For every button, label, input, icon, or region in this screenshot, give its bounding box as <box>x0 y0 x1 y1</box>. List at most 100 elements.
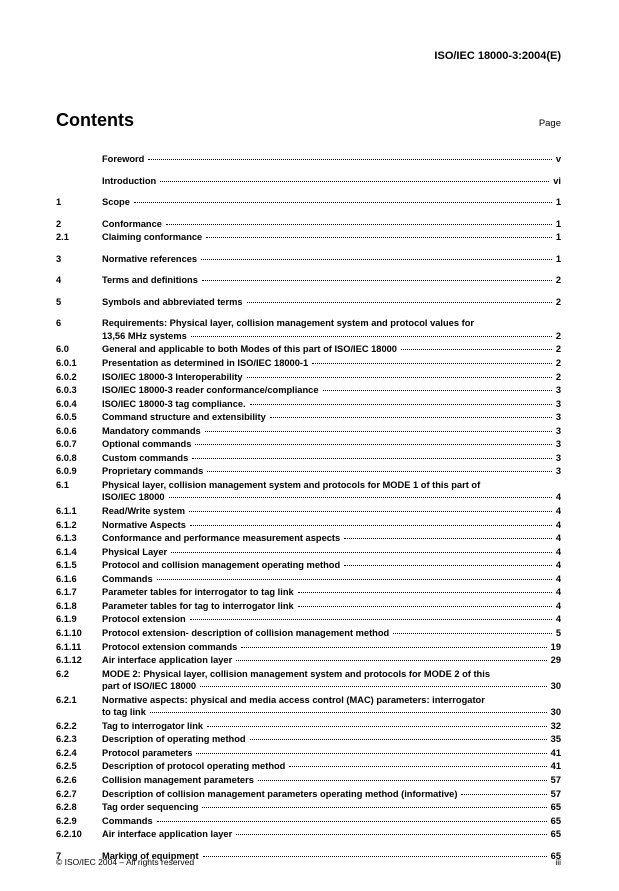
toc-title: part of ISO/IEC 18000 <box>102 680 198 693</box>
toc-entry: 6.1Physical layer, collision management … <box>56 479 561 504</box>
toc-leader <box>250 739 547 740</box>
toc-entry: 6.2.2Tag to interrogator link32 <box>56 720 561 733</box>
toc-entry: 6.2.10Air interface application layer65 <box>56 828 561 841</box>
toc-leader <box>207 471 552 472</box>
toc-title: Air interface application layer <box>102 828 234 841</box>
toc-entry: 6.1.10Protocol extension- description of… <box>56 627 561 640</box>
toc-entry: 6.2.7Description of collision management… <box>56 788 561 801</box>
toc-leader <box>148 159 551 160</box>
toc-leader <box>344 538 552 539</box>
toc-entry: 5Symbols and abbreviated terms2 <box>56 296 561 309</box>
toc-title: Parameter tables for interrogator to tag… <box>102 586 296 599</box>
toc-section-number: 6.0.5 <box>56 411 102 424</box>
toc-page-number: 4 <box>554 546 561 559</box>
toc-title: Mandatory commands <box>102 425 203 438</box>
toc-leader <box>289 766 546 767</box>
toc-title: Claiming conformance <box>102 231 204 244</box>
toc-title: ISO/IEC 18000-3 Interoperability <box>102 371 245 384</box>
toc-leader <box>195 444 551 445</box>
toc-entry: 6.1.4Physical Layer4 <box>56 546 561 559</box>
toc-page-number: 1 <box>554 231 561 244</box>
toc-leader <box>157 579 552 580</box>
toc-page-number: 30 <box>549 706 561 719</box>
toc-entry: 6Requirements: Physical layer, collision… <box>56 317 561 342</box>
toc-title: Normative references <box>102 253 199 266</box>
toc-page-number: 2 <box>554 274 561 287</box>
toc-page-number: 4 <box>554 559 561 572</box>
toc-entry: 2Conformance1 <box>56 218 561 231</box>
toc-page-number: 35 <box>549 733 561 746</box>
toc-entry: 6.1.2Normative Aspects4 <box>56 519 561 532</box>
toc-leader <box>247 377 552 378</box>
toc-leader <box>312 363 552 364</box>
toc-title: Command structure and extensibility <box>102 411 268 424</box>
toc-leader <box>323 390 552 391</box>
toc-section-number: 6.0.8 <box>56 452 102 465</box>
toc-entry: 6.2.4Protocol parameters41 <box>56 747 561 760</box>
toc-entry: 6.2.9Commands65 <box>56 815 561 828</box>
toc-leader <box>298 606 552 607</box>
toc-leader <box>401 349 552 350</box>
toc-section-number: 6.0.2 <box>56 371 102 384</box>
contents-header: Contents Page <box>56 110 561 131</box>
toc-page-number: 4 <box>554 532 561 545</box>
toc-entry: 6.1.7Parameter tables for interrogator t… <box>56 586 561 599</box>
toc-title: Conformance <box>102 218 164 231</box>
toc-title: Normative Aspects <box>102 519 188 532</box>
toc-leader <box>150 712 547 713</box>
toc-page-number: 19 <box>549 641 561 654</box>
toc-page-number: 2 <box>554 343 561 356</box>
toc-title: Optional commands <box>102 438 193 451</box>
toc-page-number: 32 <box>549 720 561 733</box>
toc-page-number: 3 <box>554 411 561 424</box>
toc-leader <box>206 237 552 238</box>
toc-section-number: 6.0.3 <box>56 384 102 397</box>
toc-entry: 6.2.3Description of operating method35 <box>56 733 561 746</box>
toc-title: Parameter tables for tag to interrogator… <box>102 600 296 613</box>
contents-title: Contents <box>56 110 134 131</box>
toc-section-number: 6.1.6 <box>56 573 102 586</box>
toc-page-number: 2 <box>554 296 561 309</box>
toc-page-number: 65 <box>549 828 561 841</box>
toc-section-number: 6.1.3 <box>56 532 102 545</box>
toc-section-number: 6.1.10 <box>56 627 102 640</box>
toc-title: Terms and definitions <box>102 274 200 287</box>
toc-section-number: 3 <box>56 253 102 266</box>
toc-entry: 3Normative references 1 <box>56 253 561 266</box>
toc-leader <box>247 302 552 303</box>
toc-section-number: 6.2 <box>56 668 102 681</box>
toc-title: Scope <box>102 196 132 209</box>
toc-page-number: 1 <box>554 253 561 266</box>
toc-title: Tag order sequencing <box>102 801 200 814</box>
toc-title: Physical Layer <box>102 546 169 559</box>
toc-entry: 6.0.5Command structure and extensibility… <box>56 411 561 424</box>
table-of-contents: ForewordvIntroductionvi1Scope12Conforman… <box>56 153 561 862</box>
toc-title: Custom commands <box>102 452 190 465</box>
toc-page-number: 2 <box>554 371 561 384</box>
toc-leader <box>258 780 547 781</box>
toc-section-number: 6.2.6 <box>56 774 102 787</box>
toc-title: General and applicable to both Modes of … <box>102 343 399 356</box>
toc-title: Description of operating method <box>102 733 248 746</box>
toc-title: Symbols and abbreviated terms <box>102 296 245 309</box>
toc-title: Read/Write system <box>102 505 187 518</box>
toc-entry: Introductionvi <box>56 175 561 188</box>
toc-leader <box>190 619 552 620</box>
toc-page-number: 1 <box>554 196 561 209</box>
toc-leader <box>344 565 552 566</box>
document-identifier: ISO/IEC 18000-3:2004(E) <box>56 50 561 62</box>
toc-page-number: 4 <box>554 491 561 504</box>
toc-section-number: 4 <box>56 274 102 287</box>
toc-title: Tag to interrogator link <box>102 720 205 733</box>
toc-title: Introduction <box>102 175 158 188</box>
toc-leader <box>236 660 546 661</box>
toc-section-number: 6.0.4 <box>56 398 102 411</box>
toc-page-number: 65 <box>549 815 561 828</box>
toc-section-number: 6.1.5 <box>56 559 102 572</box>
toc-page-number: 3 <box>554 384 561 397</box>
toc-entry: 6.1.5Protocol and collision management o… <box>56 559 561 572</box>
toc-leader <box>202 280 552 281</box>
toc-entry: 6.1.12Air interface application layer29 <box>56 654 561 667</box>
toc-entry: 6.0.7Optional commands3 <box>56 438 561 451</box>
toc-entry: 6.2.1Normative aspects: physical and med… <box>56 694 561 719</box>
